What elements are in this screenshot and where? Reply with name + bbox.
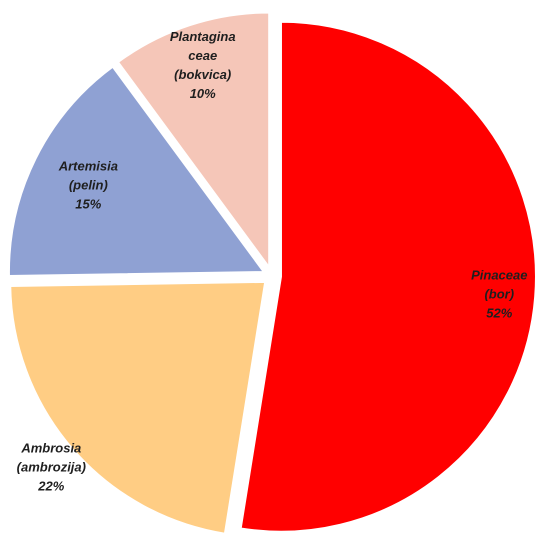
- category-label: Ambrosia (ambrozija): [16, 440, 86, 475]
- category-label: Plantagina ceae (bokvica): [169, 29, 236, 83]
- pie-slice: [7, 65, 266, 278]
- slice-label: Pinaceae (bor) 52%: [439, 266, 546, 323]
- slice-label: Plantagina ceae (bokvica) 10%: [143, 27, 263, 103]
- pie-slice: [239, 20, 537, 533]
- pie-slice: [116, 11, 271, 271]
- value-label: 15%: [75, 196, 102, 212]
- slice-label: Ambrosia (ambrozija) 22%: [0, 439, 111, 496]
- category-label: Pinaceae (bor): [471, 267, 528, 302]
- pie-slice: [9, 280, 267, 535]
- value-label: 22%: [38, 478, 65, 494]
- slice-label: Artemisia (pelin) 15%: [28, 156, 148, 213]
- value-label: 10%: [189, 86, 216, 102]
- value-label: 52%: [486, 305, 513, 321]
- category-label: Artemisia (pelin): [58, 158, 118, 193]
